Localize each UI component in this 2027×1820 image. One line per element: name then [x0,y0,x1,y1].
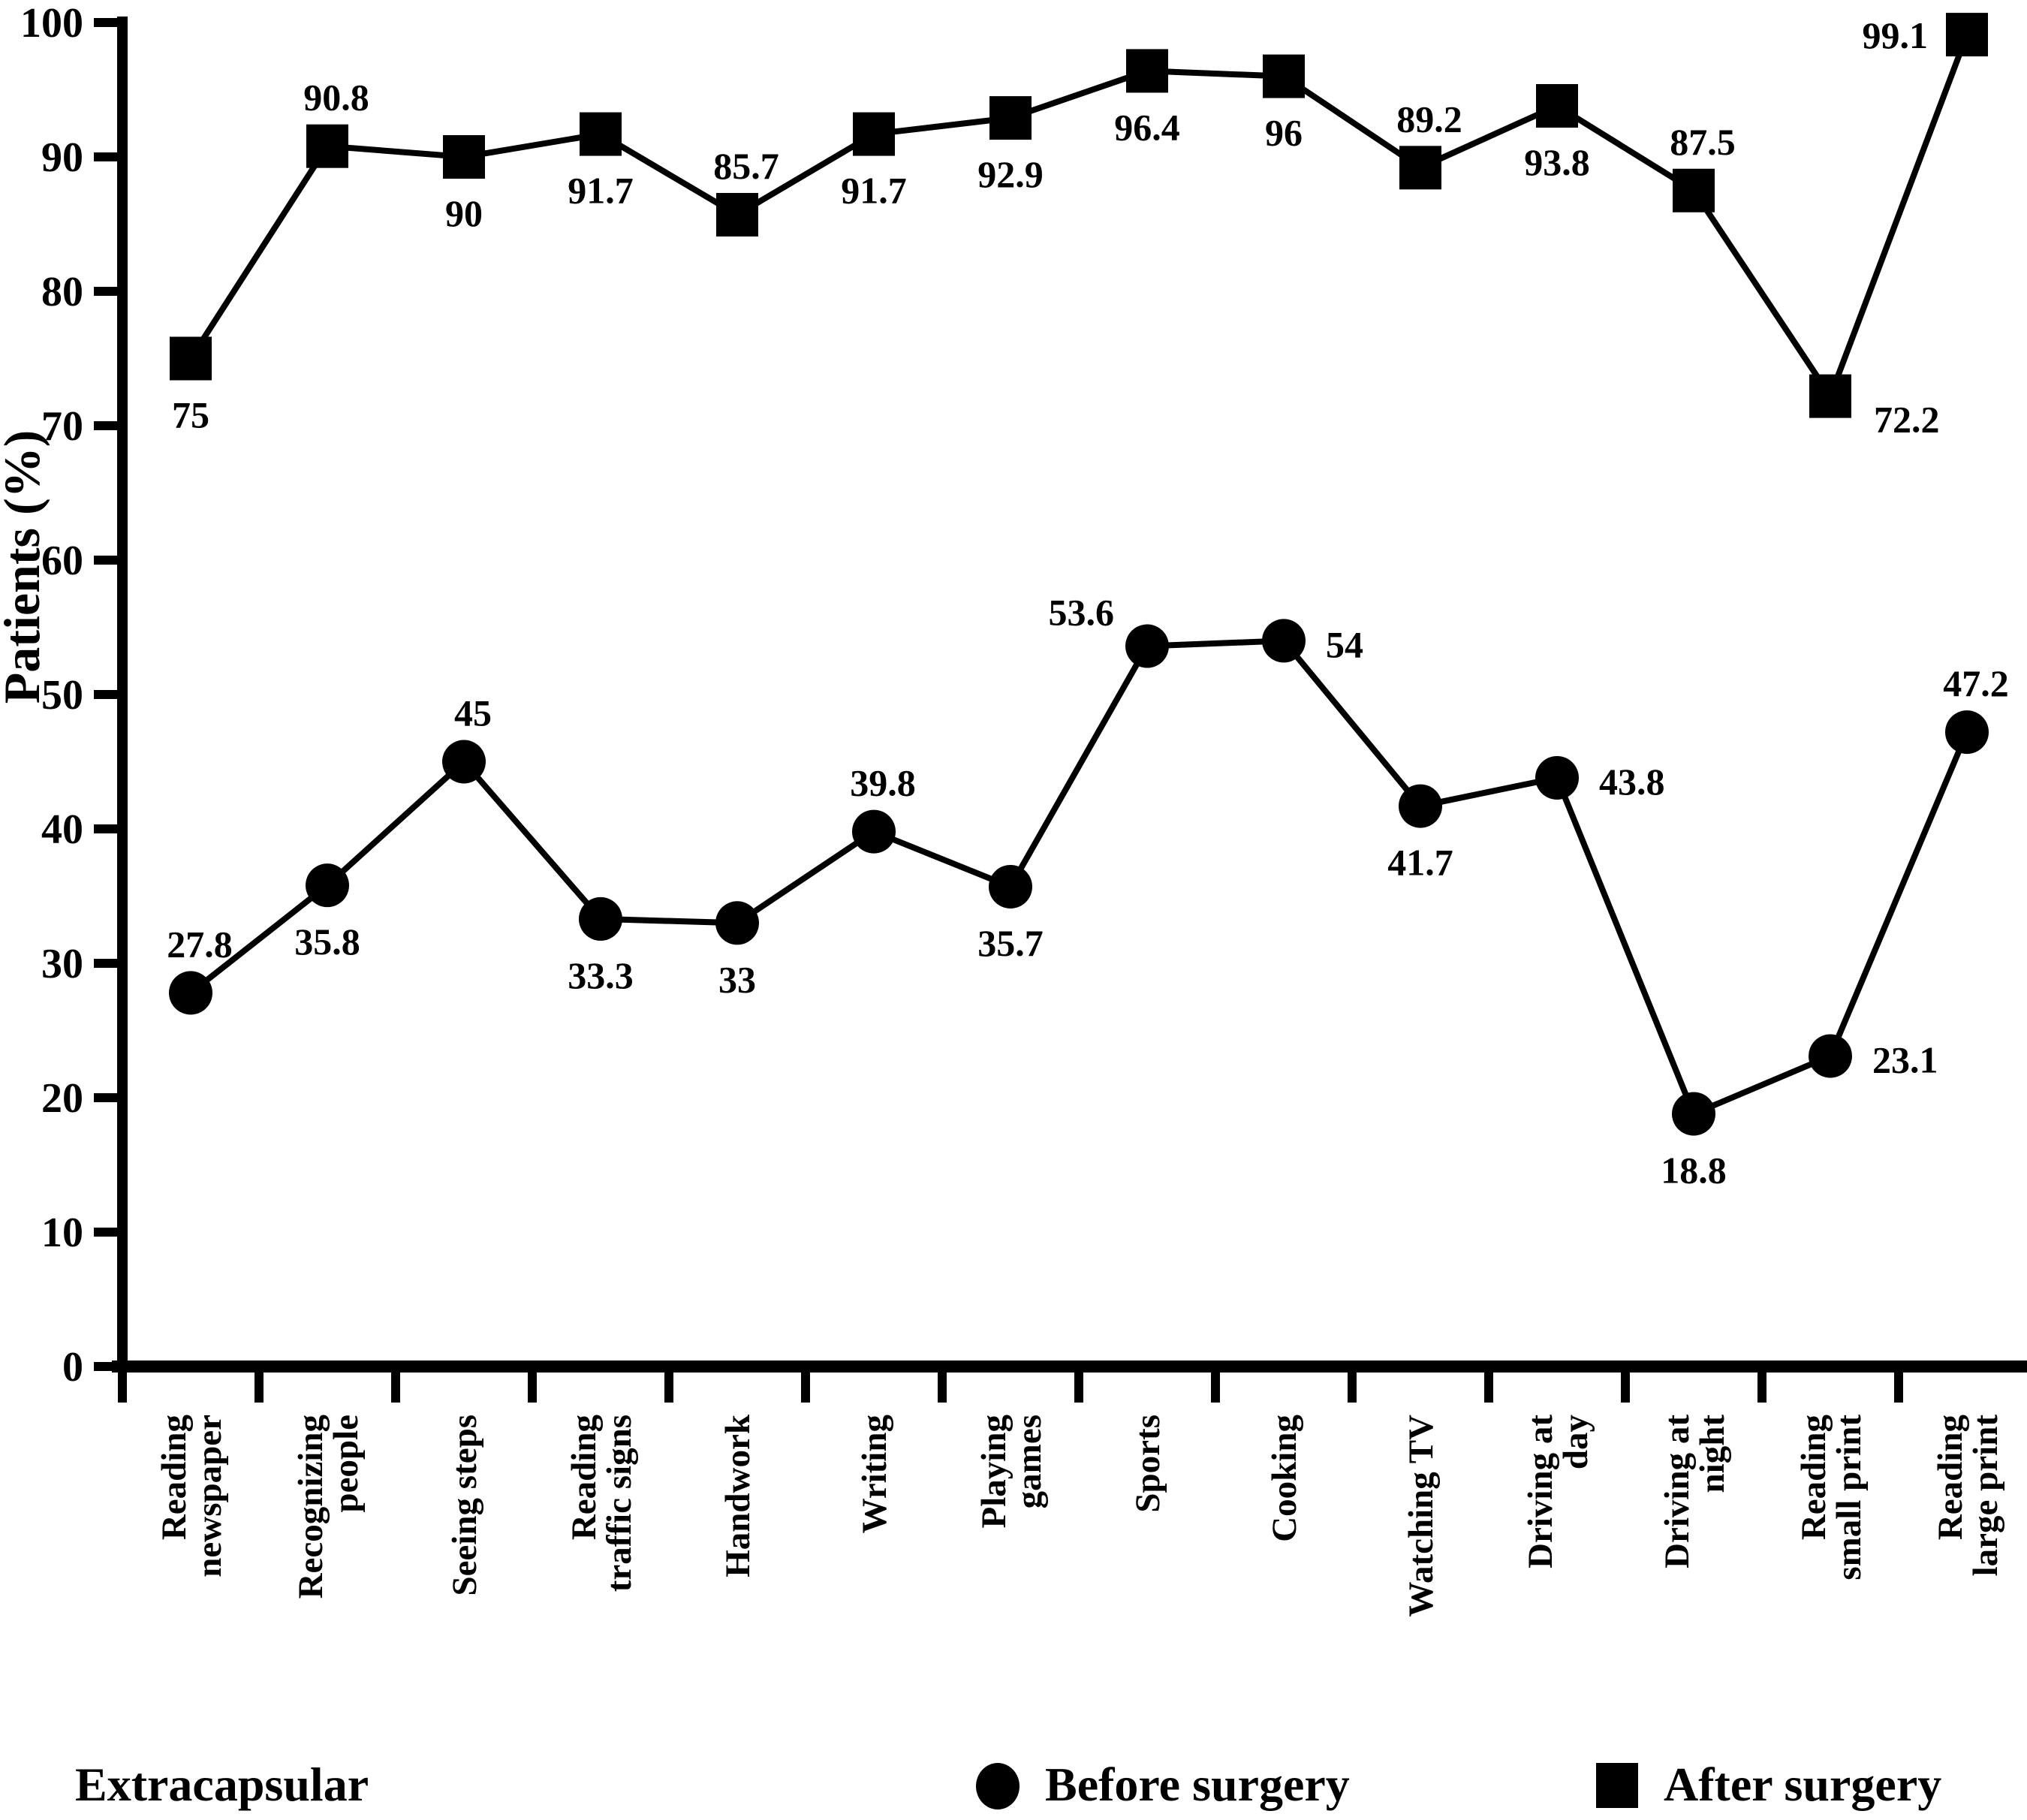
data-point-value-label: 53.6 [1049,592,1115,634]
data-point-square-7 [989,96,1032,140]
y-axis-tick-label: 0 [62,1344,83,1391]
data-point-value-label: 87.5 [1670,121,1736,163]
data-point-value-label: 35.8 [294,921,360,963]
data-point-value-label: 91.7 [841,170,907,212]
data-point-circle-13 [1809,1034,1852,1078]
data-point-value-label: 90.8 [303,77,369,119]
x-axis-category-label: Readingtraffic signs [565,1415,639,1592]
data-point-square-11 [1536,83,1578,128]
y-axis-title: Patients (%) [0,430,50,704]
x-axis-category-label: Writing [855,1415,894,1534]
data-point-square-14 [1946,13,1988,57]
data-point-value-label: 99.1 [1863,14,1929,56]
x-axis-category-label: Recognizingpeople [291,1415,366,1599]
data-point-value-label: 96.4 [1114,106,1180,148]
data-point-value-label: 39.8 [850,762,916,804]
data-point-value-label: 92.9 [977,153,1044,195]
x-axis-category-label: Cooking [1265,1415,1304,1542]
x-axis-category-label: Driving atnight [1658,1415,1732,1568]
data-point-value-label: 91.7 [568,170,634,212]
data-point-square-3 [443,135,485,179]
x-axis-category-label: Readingsmall print [1794,1415,1869,1580]
x-axis-category-label: Watching TV [1402,1415,1441,1617]
data-point-value-label: 54 [1326,623,1363,665]
data-point-value-label: 18.8 [1661,1149,1727,1191]
y-axis-tick-label: 100 [20,0,83,47]
y-axis-tick-label: 70 [41,403,83,450]
data-point-circle-1 [169,971,212,1015]
y-axis-tick-label: 60 [41,538,83,584]
chart-group-label: Extracapsular [75,1758,369,1811]
x-axis-category-label: Driving atday [1521,1415,1595,1568]
series-line-after-surgery [188,33,1970,403]
x-axis-category-label: Readinglarge print [1931,1415,2005,1577]
data-point-circle-7 [989,864,1032,908]
data-point-value-label: 33.3 [568,954,634,996]
data-point-value-label: 96 [1265,112,1303,154]
legend-after-surgery-square-icon [1596,1763,1638,1808]
data-point-circle-12 [1672,1092,1715,1136]
y-axis-tick-label: 10 [41,1210,83,1256]
data-point-square-4 [580,112,622,156]
legend-before-surgery-circle-icon [976,1763,1020,1809]
data-point-square-8 [1126,49,1168,93]
data-point-square-1 [170,336,212,381]
data-point-square-6 [853,112,895,156]
legend-before-surgery-label: Before surgery [1045,1758,1350,1811]
data-point-value-label: 23.1 [1872,1039,1938,1081]
data-point-square-9 [1263,54,1305,98]
data-point-circle-2 [306,863,349,908]
x-axis-category-label: Playinggames [974,1415,1049,1529]
y-axis-tick-label: 30 [41,941,83,987]
data-point-value-label: 41.7 [1387,842,1453,884]
data-point-circle-8 [1125,624,1169,668]
y-axis-tick-label: 90 [41,134,83,181]
x-axis-category-label: Sports [1128,1415,1167,1513]
data-point-value-label: 75 [172,394,209,436]
x-axis-category-label: Seeing steps [445,1415,484,1596]
data-point-circle-6 [852,809,896,854]
data-point-square-2 [306,124,348,168]
data-point-circle-10 [1399,784,1442,828]
x-axis-category-label: Handwork [718,1414,757,1577]
data-point-value-label: 93.8 [1524,141,1590,183]
data-point-square-13 [1809,374,1851,418]
data-point-value-label: 33 [718,958,756,1000]
data-point-circle-11 [1535,755,1579,800]
y-axis-tick-label: 40 [41,806,83,853]
series-line-before-surgery [188,637,1970,1118]
data-point-square-5 [716,192,758,237]
data-point-value-label: 90 [445,192,483,234]
data-point-value-label: 47.2 [1943,662,2009,704]
data-point-value-label: 45 [454,692,492,734]
data-point-value-label: 27.8 [167,923,233,965]
y-axis-tick-label: 20 [41,1075,83,1122]
data-point-value-label: 89.2 [1396,98,1462,140]
data-point-circle-3 [442,740,486,784]
x-axis-category-label: Readingnewspaper [155,1415,229,1577]
data-point-circle-5 [715,901,759,945]
y-axis-tick-label: 80 [41,269,83,315]
y-axis-tick-label: 50 [41,672,83,719]
data-point-circle-9 [1262,619,1306,663]
data-point-value-label: 43.8 [1599,761,1665,803]
legend-after-surgery-label: After surgery [1664,1758,1942,1811]
data-point-square-10 [1399,146,1441,190]
data-point-square-12 [1673,168,1715,212]
data-point-value-label: 72.2 [1874,399,1940,441]
data-point-value-label: 85.7 [713,145,779,187]
data-point-circle-4 [579,896,622,941]
data-point-value-label: 35.7 [977,922,1044,964]
data-point-circle-14 [1945,710,1989,755]
